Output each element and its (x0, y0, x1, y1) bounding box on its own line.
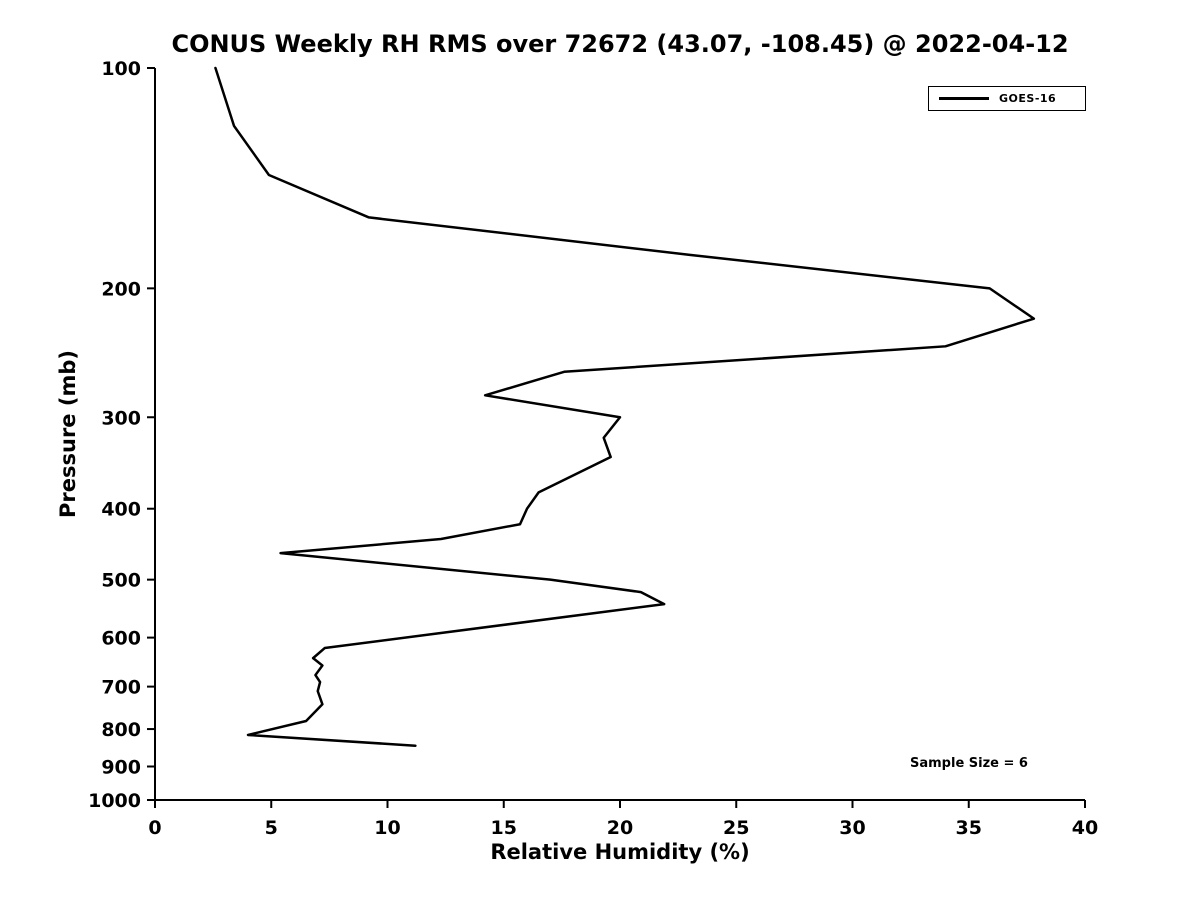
y-tick-label: 400 (101, 499, 141, 521)
y-tick-label: 500 (101, 570, 141, 592)
series-line-goes-16 (214, 66, 1036, 747)
chart-title: CONUS Weekly RH RMS over 72672 (43.07, -… (171, 30, 1069, 58)
sample-size-annotation: Sample Size = 6 (910, 756, 1028, 771)
legend-label: GOES-16 (999, 92, 1057, 105)
y-tick-label: 1000 (88, 790, 141, 812)
x-tick-label: 5 (265, 817, 278, 839)
y-tick-label: 100 (101, 58, 141, 80)
x-tick-label: 40 (1072, 817, 1098, 839)
x-tick-label: 35 (956, 817, 982, 839)
y-tick-label: 700 (101, 677, 141, 699)
x-tick-label: 25 (723, 817, 749, 839)
y-tick-label: 200 (101, 278, 141, 300)
x-tick-label: 30 (839, 817, 865, 839)
x-tick-label: 15 (491, 817, 517, 839)
y-tick-label: 300 (101, 407, 141, 429)
x-tick-label: 20 (607, 817, 633, 839)
y-tick-label: 800 (101, 719, 141, 741)
legend-line-sample-icon (939, 97, 989, 100)
legend: GOES-16 (928, 86, 1086, 111)
y-tick-label: 600 (101, 628, 141, 650)
x-tick-label: 10 (374, 817, 400, 839)
x-tick-label: 0 (148, 817, 161, 839)
x-axis-label: Relative Humidity (%) (490, 840, 750, 864)
y-tick-label: 900 (101, 757, 141, 779)
